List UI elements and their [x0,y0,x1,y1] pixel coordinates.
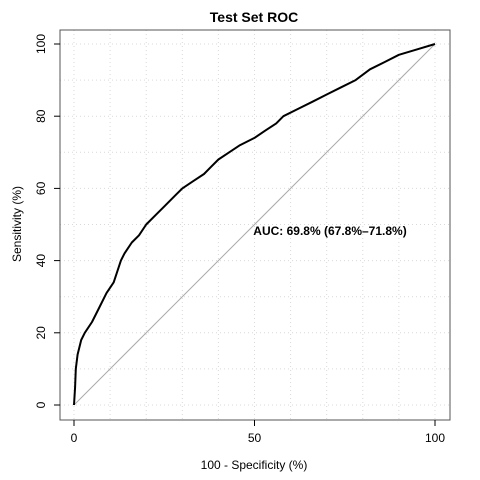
y-tick-label: 40 [34,254,48,268]
x-axis-label: 100 - Specificity (%) [201,458,308,472]
x-tick-label: 50 [248,431,262,445]
x-axis-ticks: 0 50 100 [71,420,446,445]
chart-title: Test Set ROC [210,9,298,25]
y-axis-label: Sensitivity (%) [10,186,24,262]
y-tick-label: 60 [34,181,48,195]
y-tick-label: 20 [34,326,48,340]
y-axis-ticks: 0 20 40 60 80 100 [34,34,60,409]
auc-annotation: AUC: 69.8% (67.8%–71.8%) [253,224,406,238]
y-tick-label: 80 [34,109,48,123]
x-tick-label: 0 [71,431,78,445]
x-tick-label: 100 [425,431,445,445]
y-tick-label: 100 [34,34,48,54]
y-tick-label: 0 [34,401,48,408]
